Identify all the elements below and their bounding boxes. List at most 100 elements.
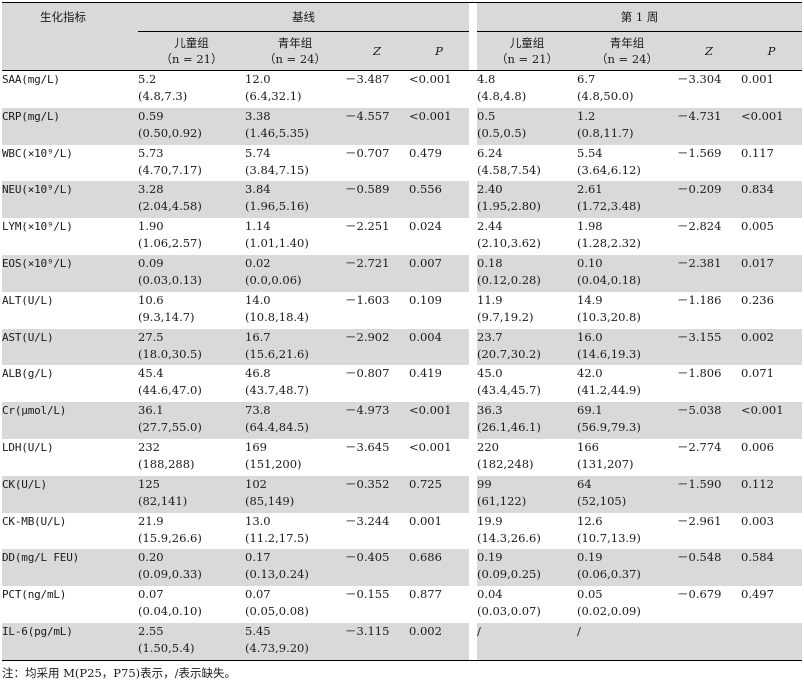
- table-row: ALB(g/L) 45.4 (44.6,47.0) 46.8 (43.7,48.7) －0…: [2, 365, 803, 403]
- row-gap: [469, 402, 477, 439]
- baseline-p-value: <0.001: [409, 70, 469, 108]
- indicator-name: AST(U/L): [2, 328, 138, 366]
- week1-youth-value: 12.6 (10.7,13.9): [577, 512, 677, 550]
- week1-children-value: 45.0 (43.4,45.7): [477, 365, 577, 403]
- baseline-youth-value: 5.45 (4.73,9.20): [245, 622, 345, 661]
- baseline-youth-value: 14.0 (10.8,18.4): [245, 291, 345, 329]
- baseline-children-value: 0.59 (0.50,0.92): [138, 107, 245, 145]
- row-gap: [469, 586, 477, 623]
- table-row: AST(U/L) 27.5 (18.0,30.5) 16.7 (15.6,21.6) －2…: [2, 328, 803, 366]
- week1-youth-value: 5.54 (3.64,6.12): [577, 144, 677, 182]
- header-gap: [469, 31, 477, 71]
- table-row: LDH(U/L) 232 (188,288) 169 (151,200) －3.645 <0…: [2, 438, 803, 476]
- baseline-p-value: <0.001: [409, 438, 469, 476]
- row-gap: [469, 254, 477, 292]
- week1-p-value: 0.002: [741, 328, 803, 366]
- baseline-youth-value: 0.07 (0.05,0.08): [245, 586, 345, 623]
- baseline-z-value: －4.973: [345, 402, 409, 439]
- baseline-p-value: 0.479: [409, 144, 469, 182]
- baseline-children-value: 232 (188,288): [138, 438, 245, 476]
- baseline-z-value: －0.707: [345, 144, 409, 182]
- week1-children-value: 0.04 (0.03,0.07): [477, 586, 577, 623]
- week1-children-value: 19.9 (14.3,26.6): [477, 512, 577, 550]
- baseline-p-value: 0.024: [409, 218, 469, 255]
- baseline-children-value: 5.2 (4.8,7.3): [138, 70, 245, 108]
- table-row: PCT(ng/mL) 0.07 (0.04,0.10) 0.07 (0.05,0.08)…: [2, 586, 803, 623]
- indicator-name: CK(U/L): [2, 475, 138, 513]
- table-row: CRP(mg/L) 0.59 (0.50,0.92) 3.38 (1.46,5.35) －…: [2, 107, 803, 145]
- indicator-name: Cr(μmol/L): [2, 402, 138, 439]
- row-gap: [469, 181, 477, 219]
- week1-children-value: 23.7 (20.7,30.2): [477, 328, 577, 366]
- baseline-children-value: 45.4 (44.6,47.0): [138, 365, 245, 403]
- baseline-z-value: －1.603: [345, 291, 409, 329]
- week1-z-value: －0.548: [677, 549, 741, 587]
- baseline-children-value: 3.28 (2.04,4.58): [138, 181, 245, 219]
- baseline-z-value: －0.807: [345, 365, 409, 403]
- indicator-name: LYM(×10⁹/L): [2, 218, 138, 255]
- table-row: CK(U/L) 125 (82,141) 102 (85,149) －0.352 0.725…: [2, 475, 803, 513]
- week1-children-value: 11.9 (9.7,19.2): [477, 291, 577, 329]
- week1-z-value: [677, 622, 741, 661]
- week1-youth-value: /: [577, 622, 677, 661]
- table-row: SAA(mg/L) 5.2 (4.8,7.3) 12.0 (6.4,32.1) －3.48…: [2, 70, 803, 108]
- indicator-name: IL-6(pg/mL): [2, 622, 138, 661]
- week1-children-value: 4.8 (4.8,4.8): [477, 70, 577, 108]
- week1-z-value: －3.155: [677, 328, 741, 366]
- week1-p-value: [741, 622, 803, 661]
- biochemical-indicators-table: 生化指标 基线 第 1 周 儿童组 （n = 21） 青年组 （n = 24） Z …: [2, 2, 803, 661]
- week1-children-header: 儿童组 （n = 21）: [477, 31, 577, 71]
- indicator-name: CK-MB(U/L): [2, 512, 138, 550]
- week1-youth-value: 69.1 (56.9,79.3): [577, 402, 677, 439]
- indicator-name: LDH(U/L): [2, 438, 138, 476]
- week1-z-value: －0.209: [677, 181, 741, 219]
- row-gap: [469, 144, 477, 182]
- week1-youth-value: 0.19 (0.06,0.37): [577, 549, 677, 587]
- table-footnote: 注：均采用 M(P25，P75)表示，/表示缺失。: [2, 666, 237, 680]
- table-row: CK-MB(U/L) 21.9 (15.9,26.6) 13.0 (11.2,17.5)…: [2, 512, 803, 550]
- week1-z-value: －2.961: [677, 512, 741, 550]
- week1-children-value: /: [477, 622, 577, 661]
- indicator-name: PCT(ng/mL): [2, 586, 138, 623]
- row-gap: [469, 475, 477, 513]
- baseline-children-value: 10.6 (9.3,14.7): [138, 291, 245, 329]
- baseline-youth-value: 13.0 (11.2,17.5): [245, 512, 345, 550]
- indicator-name: WBC(×10⁹/L): [2, 144, 138, 182]
- week1-p-value: 0.497: [741, 586, 803, 623]
- row-gap: [469, 107, 477, 145]
- baseline-children-value: 0.09 (0.03,0.13): [138, 254, 245, 292]
- week1-children-value: 6.24 (4.58,7.54): [477, 144, 577, 182]
- baseline-children-value: 2.55 (1.50,5.4): [138, 622, 245, 661]
- indicator-header: 生化指标: [2, 2, 138, 71]
- table-row: IL-6(pg/mL) 2.55 (1.50,5.4) 5.45 (4.73,9.20)…: [2, 622, 803, 661]
- baseline-children-value: 1.90 (1.06,2.57): [138, 218, 245, 255]
- baseline-p-value: 0.002: [409, 622, 469, 661]
- week1-children-value: 2.40 (1.95,2.80): [477, 181, 577, 219]
- baseline-p-value: <0.001: [409, 402, 469, 439]
- baseline-youth-value: 169 (151,200): [245, 438, 345, 476]
- baseline-z-value: －2.902: [345, 328, 409, 366]
- baseline-youth-value: 46.8 (43.7,48.7): [245, 365, 345, 403]
- baseline-p-value: 0.556: [409, 181, 469, 219]
- table-row: Cr(μmol/L) 36.1 (27.7,55.0) 73.8 (64.4,84.5)…: [2, 402, 803, 439]
- week1-youth-value: 1.2 (0.8,11.7): [577, 107, 677, 145]
- week1-z-value: －1.569: [677, 144, 741, 182]
- week1-children-value: 2.44 (2.10,3.62): [477, 218, 577, 255]
- row-gap: [469, 438, 477, 476]
- week1-p-value: 0.236: [741, 291, 803, 329]
- week1-z-value: －2.381: [677, 254, 741, 292]
- week1-youth-value: 0.10 (0.04,0.18): [577, 254, 677, 292]
- baseline-children-value: 36.1 (27.7,55.0): [138, 402, 245, 439]
- baseline-youth-value: 0.17 (0.13,0.24): [245, 549, 345, 587]
- table-row: EOS(×10⁹/L) 0.09 (0.03,0.13) 0.02 (0.0,0.06)…: [2, 254, 803, 292]
- baseline-z-value: －0.405: [345, 549, 409, 587]
- baseline-z-value: －0.352: [345, 475, 409, 513]
- baseline-youth-header: 青年组 （n = 24）: [245, 31, 345, 71]
- baseline-z-value: －3.487: [345, 70, 409, 108]
- week1-youth-value: 6.7 (4.8,50.0): [577, 70, 677, 108]
- baseline-z-value: －3.115: [345, 622, 409, 661]
- table-row: NEU(×10⁹/L) 3.28 (2.04,4.58) 3.84 (1.96,5.16…: [2, 181, 803, 219]
- baseline-z-value: －2.251: [345, 218, 409, 255]
- baseline-p-value: 0.686: [409, 549, 469, 587]
- table-row: ALT(U/L) 10.6 (9.3,14.7) 14.0 (10.8,18.4) －1.…: [2, 291, 803, 329]
